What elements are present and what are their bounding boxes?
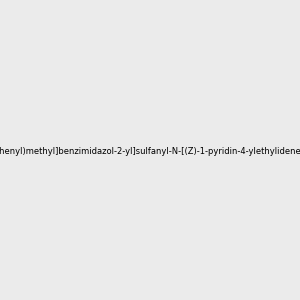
Text: 2-[1-[(2-chlorophenyl)methyl]benzimidazol-2-yl]sulfanyl-N-[(Z)-1-pyridin-4-yleth: 2-[1-[(2-chlorophenyl)methyl]benzimidazo… — [0, 147, 300, 156]
